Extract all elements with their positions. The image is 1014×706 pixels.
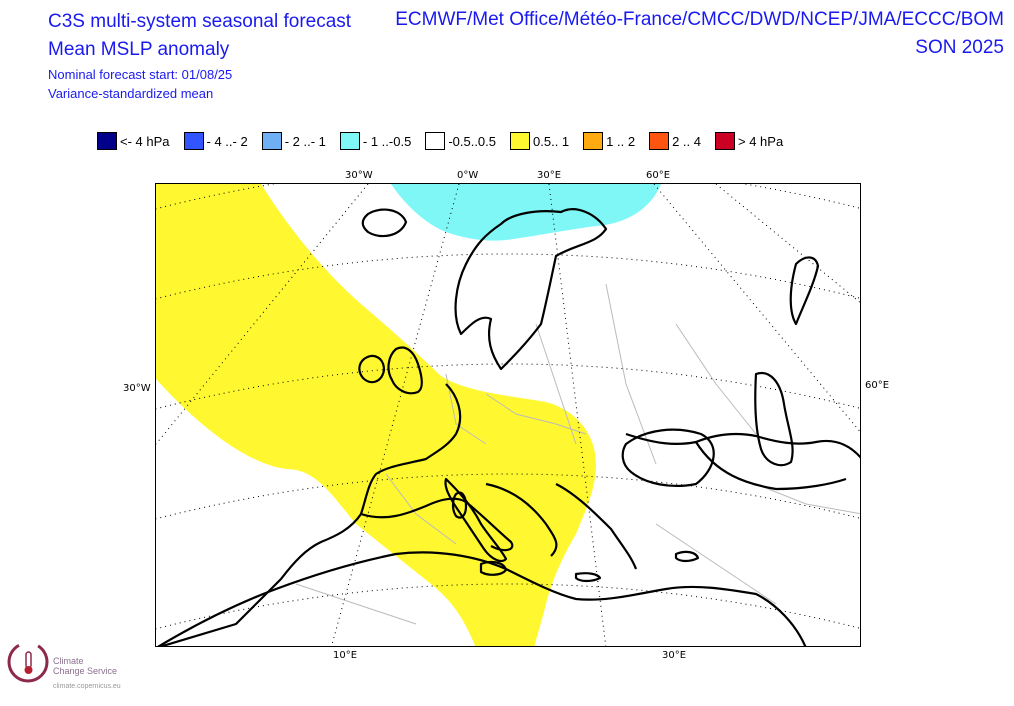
legend-item: - 4 ..- 2 [183,132,248,150]
forecast-map [155,183,861,647]
legend-item: > 4 hPa [715,132,783,150]
legend-item: - 1 ..-0.5 [339,132,412,150]
legend-item: 1 .. 2 [583,132,635,150]
systems-label: ECMWF/Met Office/Météo-France/CMCC/DWD/N… [395,9,1004,30]
copernicus-climate-logo [6,640,50,684]
title-line-1: C3S multi-system seasonal forecast [48,11,352,32]
legend-swatch [339,132,360,150]
map-canvas [156,184,860,646]
legend-swatch [97,132,117,150]
logo-line-1: Climate [53,656,84,666]
lon-label-right-60e: 60°E [865,380,890,391]
graticule [156,184,860,646]
coastlines [157,208,860,646]
thermometer-logo-icon [7,641,49,683]
legend-swatch [583,132,604,150]
forecast-start-label: Nominal forecast start: 01/08/25 [48,67,233,82]
lon-label-bottom-10e: 10°E [333,650,358,661]
legend-label: > 4 hPa [738,133,784,149]
legend-item: 2 .. 4 [649,132,701,150]
lon-label-top-60e: 60°E [646,170,671,181]
country-borders [295,283,860,625]
legend-item: 0.5.. 1 [510,132,569,150]
legend-label: 1 .. 2 [606,133,636,149]
lon-label-left-30w: 30°W [123,383,151,394]
legend-label: -0.5..0.5 [448,133,497,149]
lon-label-top-30e: 30°E [537,170,562,181]
lon-label-top-0w: 0°W [457,170,479,181]
legend-label: 0.5.. 1 [533,133,570,149]
legend-label: - 2 ..- 1 [284,133,326,149]
legend-label: - 4 ..- 2 [206,133,248,149]
legend-swatch [510,132,531,150]
legend-item: -0.5..0.5 [425,132,496,150]
legend-swatch [425,132,446,150]
legend-swatch [183,132,204,150]
legend-item: <- 4 hPa [97,132,170,150]
legend-label: 2 .. 4 [672,133,701,149]
lon-label-bottom-30e: 30°E [662,650,687,661]
legend-swatch [649,132,670,150]
method-label: Variance-standardized mean [48,86,214,101]
legend-label: - 1 ..-0.5 [362,133,412,149]
logo-line-2: Change Service [53,666,118,676]
legend-label: <- 4 hPa [120,133,170,149]
legend-swatch [261,132,282,150]
lon-label-top-30w: 30°W [345,170,373,181]
legend-item: - 2 ..- 1 [261,132,326,150]
season-label: SON 2025 [915,37,1004,58]
yellow-anomaly-region [156,184,596,646]
title-line-2: Mean MSLP anomaly [48,39,230,60]
legend-swatch [715,132,735,150]
logo-url: climate.copernicus.eu [53,683,121,690]
color-legend: <- 4 hPa - 4 ..- 2 - 2 ..- 1 - 1 ..-0.5 -0.5… [97,131,797,151]
